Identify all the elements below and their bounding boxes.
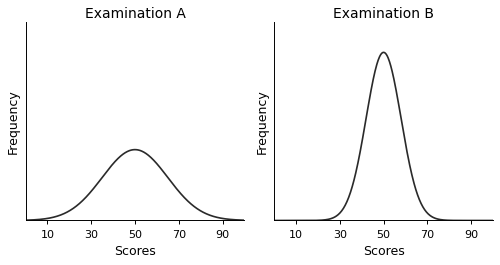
X-axis label: Scores: Scores: [114, 245, 156, 258]
Y-axis label: Frequency: Frequency: [256, 89, 268, 154]
X-axis label: Scores: Scores: [362, 245, 405, 258]
Y-axis label: Frequency: Frequency: [7, 89, 20, 154]
Title: Examination B: Examination B: [333, 7, 434, 21]
Title: Examination A: Examination A: [84, 7, 186, 21]
